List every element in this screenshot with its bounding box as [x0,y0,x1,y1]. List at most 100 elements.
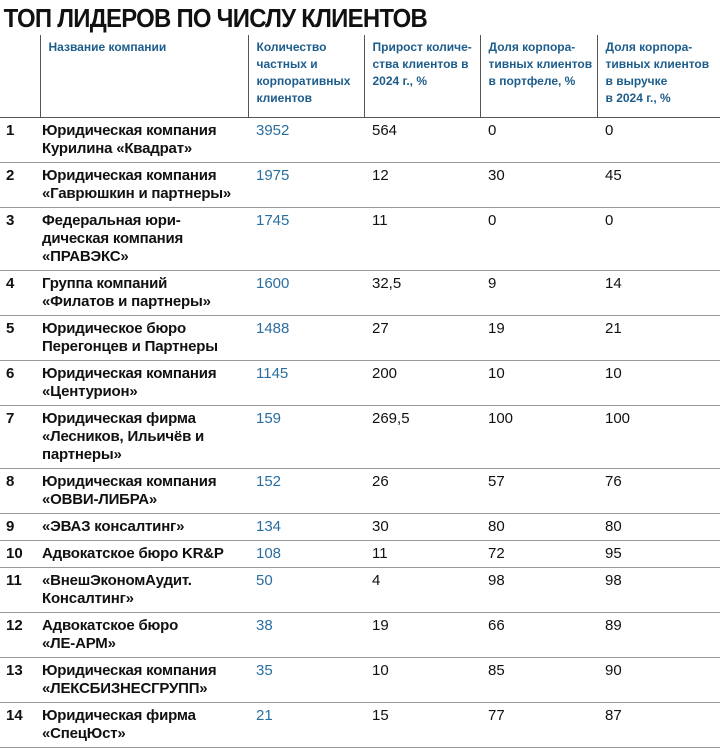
name-cell: Юридическая компания «Гаврюшкин и партне… [40,162,248,208]
count-cell: 38 [248,612,364,658]
share-revenue-cell: 76 [597,468,720,514]
table-row: 3 Федеральная юри- дическая компания «ПРА… [0,207,720,271]
page: Table html, body { margin: 0; padding: 0… [0,3,720,748]
name-cell: Юридическая компания «Центурион» [40,360,248,406]
growth-cell: 11 [364,207,480,271]
name-cell: Группа компаний «Филатов и партнеры» [40,270,248,316]
share-portfolio-cell: 19 [480,315,597,361]
share-portfolio-cell: 98 [480,567,597,613]
share-revenue-cell: 80 [597,513,720,541]
rank-cell: 3 [0,207,40,271]
name-cell: Федеральная юри- дическая компания «ПРАВ… [40,207,248,271]
body: {"title": "ТОП ЛИДЕРОВ ПО ЧИСЛУ КЛИЕНТОВ… [0,3,720,748]
name-cell: Юридическое бюро Перегонцев и Партнеры [40,315,248,361]
count-cell: 152 [248,468,364,514]
share-portfolio-cell: 0 [480,117,597,163]
count-cell: 159 [248,405,364,469]
rank-cell: 1 [0,117,40,163]
table-row: 14 Юридическая фирма «СпецЮст» 21 15 77 87 [0,702,720,748]
leaders-table: Название компании Количество частных и ко… [0,35,720,748]
count-cell: 50 [248,567,364,613]
table-row: 4 Группа компаний «Филатов и партнеры» 160… [0,270,720,316]
table-body: 1 Юридическая компания Курилина «Квадрат»… [0,117,720,748]
table-row: 13 Юридическая компания «ЛЕКСБИЗНЕСГРУПП»… [0,657,720,703]
growth-cell: 26 [364,468,480,514]
rank-cell: 5 [0,315,40,361]
share-revenue-cell: 45 [597,162,720,208]
table-row: 10 Адвокатское бюро KR&P 108 11 72 95 [0,540,720,568]
growth-cell: 10 [364,657,480,703]
growth-cell: 12 [364,162,480,208]
rank-cell: 10 [0,540,40,568]
header-cell: Доля корпора- тивных клиентов в выручке … [596,35,720,118]
rank-cell: 7 [0,405,40,469]
title: ТОП ЛИДЕРОВ ПО ЧИСЛУ КЛИЕНТОВ [3,3,428,33]
share-revenue-cell: 0 [597,117,720,163]
table-row: 8 Юридическая компания «ОВВИ-ЛИБРА» 152 26 5… [0,468,720,514]
count-cell: 1145 [248,360,364,406]
share-revenue-cell: 10 [597,360,720,406]
table-header: Название компании Количество частных и ко… [0,35,720,118]
rank-cell: 12 [0,612,40,658]
growth-cell: 32,5 [364,270,480,316]
share-portfolio-cell: 0 [480,207,597,271]
share-revenue-cell: 100 [597,405,720,469]
count-cell: 1975 [248,162,364,208]
share-portfolio-cell: 9 [480,270,597,316]
name-cell: Адвокатское бюро KR&P [40,540,248,568]
name-cell: Юридическая фирма «Лесников, Ильичёв и п… [40,405,248,469]
growth-cell: 15 [364,702,480,748]
name-cell: «ЭВАЗ консалтинг» [40,513,248,541]
count-cell: 134 [248,513,364,541]
header-cell: Доля корпора- тивных клиентов в портфеле… [479,35,597,118]
table-row: 9 «ЭВАЗ консалтинг» 134 30 80 80 [0,513,720,541]
name-cell: «ВнешЭкономАудит. Консалтинг» [40,567,248,613]
share-revenue-cell: 21 [597,315,720,361]
share-portfolio-cell: 57 [480,468,597,514]
table-row: 2 Юридическая компания «Гаврюшкин и партн… [0,162,720,208]
table-row: 12 Адвокатское бюро «ЛЕ-АРМ» 38 19 66 89 [0,612,720,658]
rank-cell: 13 [0,657,40,703]
name-cell: Юридическая компания Курилина «Квадрат» [40,117,248,163]
growth-cell: 27 [364,315,480,361]
name-cell: Юридическая компания «ОВВИ-ЛИБРА» [40,468,248,514]
count-cell: 21 [248,702,364,748]
name-cell: Адвокатское бюро «ЛЕ-АРМ» [40,612,248,658]
table-row: 6 Юридическая компания «Центурион» 1145 200… [0,360,720,406]
growth-cell: 4 [364,567,480,613]
name-cell: Юридическая фирма «СпецЮст» [40,702,248,748]
header-cell: Количество частных и корпоративных клиен… [247,35,364,118]
header-cell: Название компании [39,35,248,118]
rank-cell: 4 [0,270,40,316]
growth-cell: 30 [364,513,480,541]
count-cell: 1745 [248,207,364,271]
header-cell: Прирост количе- ства клиентов в 2024 г.,… [363,35,480,118]
count-cell: 35 [248,657,364,703]
share-portfolio-cell: 66 [480,612,597,658]
table-row: 11 «ВнешЭкономАудит. Консалтинг» 50 4 98 98 [0,567,720,613]
growth-cell: 11 [364,540,480,568]
count-cell: 1600 [248,270,364,316]
table-row: 1 Юридическая компания Курилина «Квадрат»… [0,117,720,163]
share-revenue-cell: 90 [597,657,720,703]
count-cell: 1488 [248,315,364,361]
growth-cell: 200 [364,360,480,406]
share-revenue-cell: 0 [597,207,720,271]
rank-cell: 8 [0,468,40,514]
rank-cell: 11 [0,567,40,613]
rank-cell: 9 [0,513,40,541]
share-revenue-cell: 87 [597,702,720,748]
count-cell: 3952 [248,117,364,163]
header-row: Название компании Количество частных и ко… [0,35,720,118]
share-revenue-cell: 98 [597,567,720,613]
share-portfolio-cell: 100 [480,405,597,469]
growth-cell: 564 [364,117,480,163]
rank-cell: 14 [0,702,40,748]
header-cell [0,35,40,118]
share-portfolio-cell: 72 [480,540,597,568]
share-revenue-cell: 14 [597,270,720,316]
share-revenue-cell: 95 [597,540,720,568]
table-row: 7 Юридическая фирма «Лесников, Ильичёв и … [0,405,720,469]
name-cell: Юридическая компания «ЛЕКСБИЗНЕСГРУПП» [40,657,248,703]
share-portfolio-cell: 10 [480,360,597,406]
